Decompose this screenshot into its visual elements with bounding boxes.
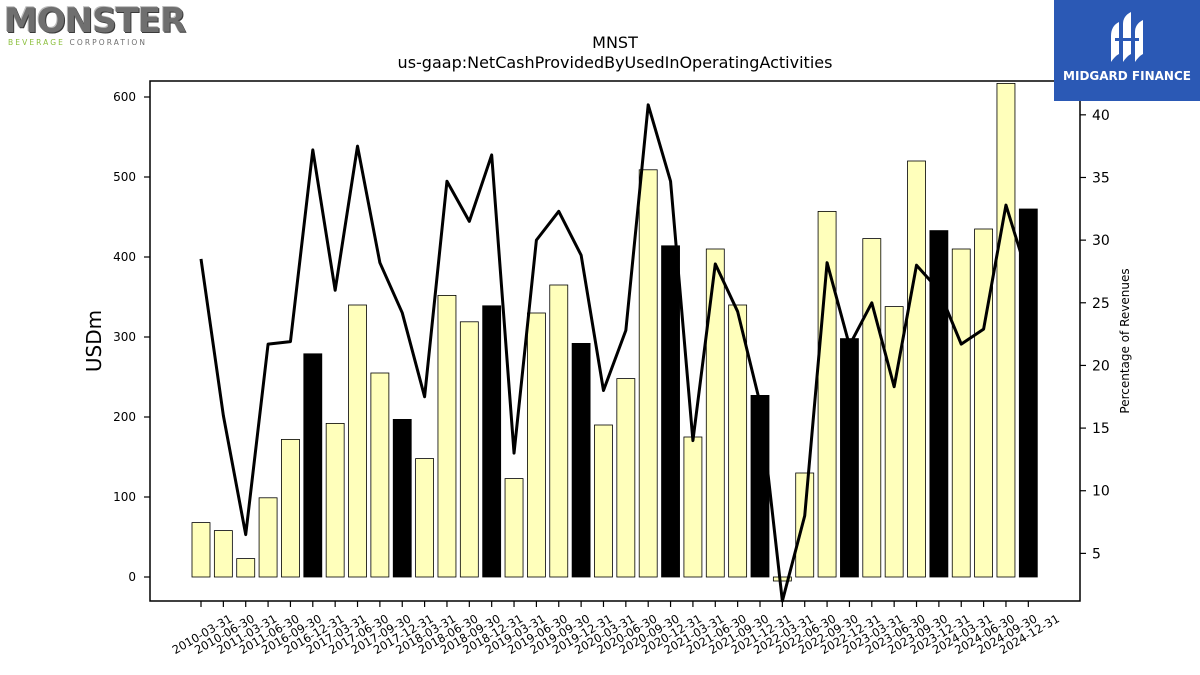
y2-axis-label: Percentage of Revenues <box>1118 268 1132 413</box>
y2-tick-label: 20 <box>1092 358 1110 374</box>
y2-tick-label: 30 <box>1092 233 1110 249</box>
bar <box>213 530 233 578</box>
bar <box>728 304 748 578</box>
y-axis-left: 0 100 200 300 400 500 600 <box>113 90 150 584</box>
bar <box>527 312 546 578</box>
y2-tick-label: 10 <box>1092 484 1110 500</box>
bar <box>325 422 345 578</box>
bar <box>303 353 323 578</box>
y-tick-label: 300 <box>113 330 136 344</box>
midgard-finance-logo: MIDGARD FINANCE <box>1054 0 1200 101</box>
y-tick-label: 200 <box>113 410 136 424</box>
y-tick-label: 0 <box>128 570 136 584</box>
bar <box>392 418 412 578</box>
y-tick-label: 100 <box>113 490 136 504</box>
y-tick-label: 400 <box>113 250 136 264</box>
monster-logo-tagline: BEVERAGE CORPORATION <box>8 38 147 47</box>
y2-tick-label: 40 <box>1092 108 1110 124</box>
bar <box>840 338 859 578</box>
bar <box>281 438 300 578</box>
line-series-percentage-of-revenues <box>199 103 1030 603</box>
monster-logo: MONSTER BEVERAGE CORPORATION <box>4 1 186 48</box>
bar <box>951 248 971 578</box>
midgard-mark-icon <box>1111 12 1143 62</box>
y-tick-label: 500 <box>113 170 136 184</box>
bar <box>191 522 211 578</box>
bar <box>996 83 1016 578</box>
bar <box>504 478 524 578</box>
monster-logo-tagline-b: CORPORATION <box>69 38 148 47</box>
bar <box>929 230 949 578</box>
line-layer <box>199 103 1030 603</box>
bar <box>616 378 636 578</box>
bar <box>862 238 882 578</box>
bar <box>571 342 591 578</box>
monster-logo-tagline-a: BEVERAGE <box>8 38 66 47</box>
bar <box>772 576 792 582</box>
bar <box>594 424 613 578</box>
bar <box>661 245 680 578</box>
bar <box>437 294 457 578</box>
x-axis: 2010-03-312010-06-302011-03-312011-06-30… <box>170 601 1062 657</box>
bar <box>415 458 435 578</box>
y2-tick-label: 5 <box>1092 546 1101 562</box>
bar <box>795 472 815 578</box>
bar <box>370 372 390 578</box>
bar <box>683 436 703 578</box>
y-tick-label: 600 <box>113 90 136 104</box>
bar <box>907 160 926 578</box>
bar <box>258 497 278 578</box>
midgard-logo-name: MIDGARD FINANCE <box>1063 69 1191 83</box>
plot-frame <box>149 80 1081 602</box>
bar <box>459 321 479 578</box>
bar <box>750 394 770 578</box>
bar <box>638 169 658 578</box>
bar <box>974 228 993 578</box>
bar <box>549 284 569 578</box>
y2-tick-label: 35 <box>1092 170 1110 186</box>
bar <box>705 248 725 578</box>
y-axis-right: 5 10 15 20 25 30 35 40 <box>1080 108 1110 562</box>
y2-tick-label: 25 <box>1092 296 1110 312</box>
bar <box>236 558 256 578</box>
y-axis-label: USDm <box>82 310 106 372</box>
chart-subtitle: us-gaap:NetCashProvidedByUsedInOperating… <box>398 53 833 72</box>
bar <box>1018 208 1038 578</box>
y2-tick-label: 15 <box>1092 421 1110 437</box>
bar <box>348 304 367 578</box>
bars-layer <box>191 83 1038 582</box>
bar <box>482 305 502 578</box>
chart-title: MNST <box>592 33 638 52</box>
monster-logo-name: MONSTER <box>4 1 186 41</box>
